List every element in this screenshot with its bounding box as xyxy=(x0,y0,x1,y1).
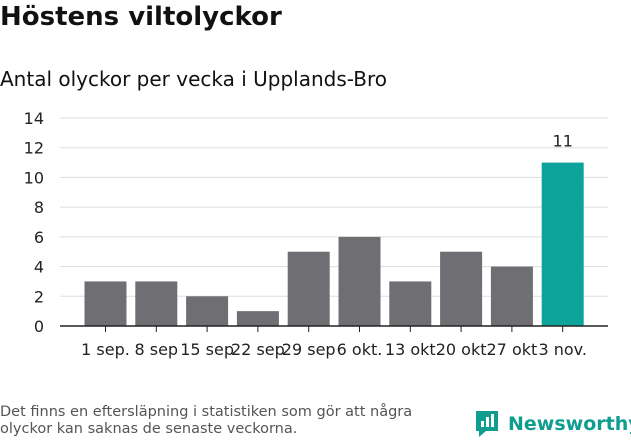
bar xyxy=(490,266,533,326)
x-tick-label: 22 sep xyxy=(231,340,285,359)
y-tick-label: 6 xyxy=(34,228,44,247)
x-tick-label: 13 okt xyxy=(385,340,436,359)
y-tick-label: 4 xyxy=(34,258,44,277)
brand-logo: Newsworthy xyxy=(474,408,631,440)
bar xyxy=(135,281,178,326)
y-tick-label: 2 xyxy=(34,287,44,306)
x-tick-label: 8 sep xyxy=(134,340,178,359)
bar xyxy=(236,311,279,326)
bar xyxy=(541,162,584,326)
chart-subtitle: Antal olyckor per vecka i Upplands-Bro xyxy=(0,67,388,91)
y-tick-label: 14 xyxy=(24,109,44,128)
x-tick-label: 15 sep xyxy=(180,340,234,359)
bar xyxy=(338,236,381,326)
y-tick-label: 0 xyxy=(34,317,44,336)
x-tick-label: 29 sep xyxy=(282,340,336,359)
data-label: 11 xyxy=(553,132,573,151)
bar xyxy=(84,281,127,326)
x-tick-label: 6 okt. xyxy=(337,340,383,359)
bar xyxy=(440,251,483,326)
bar xyxy=(389,281,432,326)
x-tick-label: 3 nov. xyxy=(538,340,587,359)
footer-note: Det finns en eftersläpning i statistiken… xyxy=(0,404,413,437)
y-tick-label: 8 xyxy=(34,198,44,217)
y-tick-label: 12 xyxy=(24,139,44,158)
y-tick-label: 10 xyxy=(24,168,44,187)
chart-title: Höstens viltolyckor xyxy=(0,2,282,32)
bar xyxy=(186,296,229,326)
brand-name: Newsworthy xyxy=(508,413,631,435)
bar xyxy=(287,251,330,326)
x-tick-label: 1 sep. xyxy=(81,340,130,359)
newsworthy-logo-icon xyxy=(476,411,498,437)
x-tick-label: 27 okt xyxy=(487,340,538,359)
x-tick-label: 20 okt xyxy=(436,340,487,359)
